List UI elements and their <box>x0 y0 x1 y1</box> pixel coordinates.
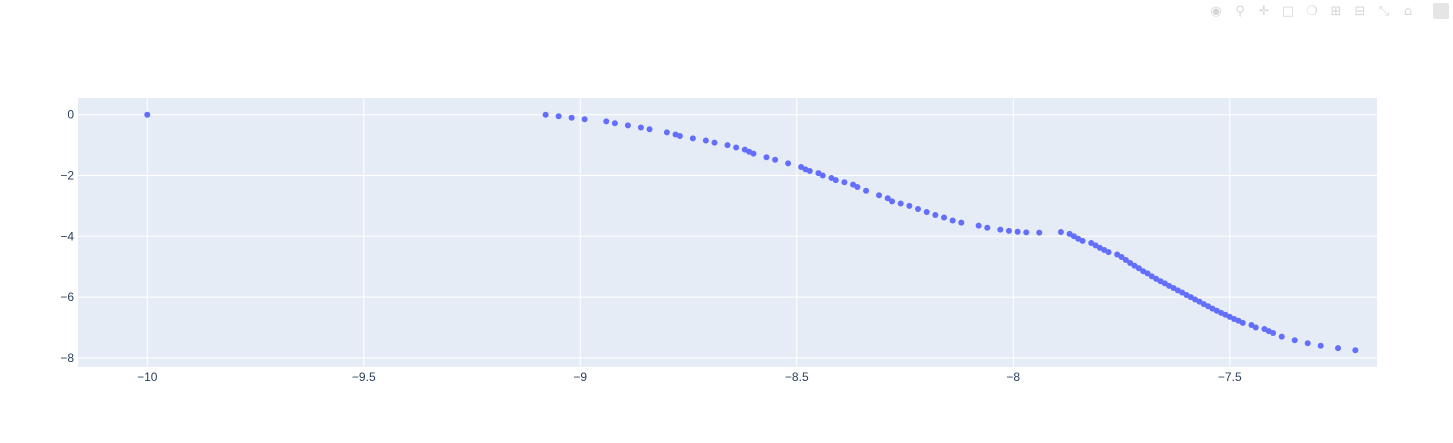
data-point[interactable] <box>568 114 575 121</box>
box-select-icon[interactable]: □ <box>1281 3 1295 19</box>
pan-icon[interactable]: ✛ <box>1258 3 1270 19</box>
data-point[interactable] <box>1270 329 1277 336</box>
data-point[interactable] <box>1005 227 1012 234</box>
data-point[interactable] <box>1304 340 1311 347</box>
x-tick-label: −7.5 <box>1218 370 1242 384</box>
data-point[interactable] <box>932 212 939 219</box>
data-point[interactable] <box>975 222 982 229</box>
camera-icon[interactable]: ◉ <box>1210 3 1222 19</box>
zoom-in-icon[interactable]: ⊞ <box>1330 3 1342 19</box>
grid-lines <box>78 98 1377 367</box>
x-tick-label: −9.5 <box>352 370 376 384</box>
data-point[interactable] <box>889 198 896 205</box>
data-point[interactable] <box>555 113 562 120</box>
data-point[interactable] <box>542 111 549 118</box>
data-point[interactable] <box>997 226 1004 233</box>
data-point[interactable] <box>624 122 631 129</box>
data-point[interactable] <box>897 200 904 207</box>
data-point[interactable] <box>958 219 965 226</box>
data-point[interactable] <box>1023 229 1030 236</box>
modebar: ◉ ⚲ ✛ □ ❍ ⊞ ⊟ ⤡ ⌂ <box>1207 2 1449 20</box>
x-tick-label: −8.5 <box>785 370 809 384</box>
zoom-icon[interactable]: ⚲ <box>1235 3 1245 19</box>
data-point[interactable] <box>646 126 653 133</box>
y-tick-label: −2 <box>60 169 74 183</box>
reset-axes-icon[interactable]: ⌂ <box>1403 3 1413 19</box>
data-point[interactable] <box>819 172 826 179</box>
data-point[interactable] <box>676 132 683 139</box>
data-point[interactable] <box>832 177 839 184</box>
data-point[interactable] <box>1036 229 1043 236</box>
data-points <box>144 111 1359 354</box>
data-point[interactable] <box>1014 228 1021 235</box>
y-tick-label: −4 <box>60 229 74 243</box>
data-point[interactable] <box>941 214 947 221</box>
data-point[interactable] <box>144 111 151 118</box>
y-tick-label: −6 <box>60 290 74 304</box>
x-tick-label: −9 <box>573 370 587 384</box>
data-point[interactable] <box>702 137 709 144</box>
data-point[interactable] <box>915 205 922 212</box>
data-point[interactable] <box>923 208 930 215</box>
data-point[interactable] <box>785 160 792 167</box>
data-point[interactable] <box>1118 253 1125 260</box>
y-tick-label: 0 <box>67 108 74 122</box>
plot-area[interactable] <box>78 98 1377 367</box>
data-point[interactable] <box>949 217 956 224</box>
data-point[interactable] <box>876 192 883 199</box>
data-point[interactable] <box>1057 229 1064 236</box>
lasso-icon[interactable]: ❍ <box>1306 3 1318 19</box>
data-point[interactable] <box>1335 345 1342 352</box>
data-point[interactable] <box>750 150 757 157</box>
data-point[interactable] <box>603 118 610 125</box>
y-tick-label: −8 <box>60 351 74 365</box>
data-point[interactable] <box>1135 265 1142 272</box>
autoscale-icon[interactable]: ⤡ <box>1378 3 1390 19</box>
data-point[interactable] <box>733 144 740 151</box>
data-point[interactable] <box>581 116 588 123</box>
data-point[interactable] <box>663 129 670 136</box>
data-point[interactable] <box>854 184 861 191</box>
data-point[interactable] <box>1252 324 1259 331</box>
data-point[interactable] <box>689 135 696 142</box>
zoom-out-icon[interactable]: ⊟ <box>1354 3 1366 19</box>
data-point[interactable] <box>1291 337 1298 344</box>
data-point[interactable] <box>1317 342 1324 349</box>
x-axis-tick-labels: −10 −9.5 −9 −8.5 −8 −7.5 <box>137 370 1242 384</box>
data-point[interactable] <box>1144 270 1151 277</box>
data-point[interactable] <box>772 156 779 163</box>
plotly-logo-icon[interactable] <box>1433 3 1449 19</box>
data-point[interactable] <box>1105 249 1112 256</box>
data-point[interactable] <box>1122 257 1129 264</box>
data-point[interactable] <box>1352 347 1359 354</box>
data-point[interactable] <box>884 195 891 202</box>
data-point[interactable] <box>611 120 618 127</box>
data-point[interactable] <box>906 202 913 209</box>
data-point[interactable] <box>984 224 991 231</box>
y-axis-tick-labels: 0 −2 −4 −6 −8 <box>60 108 74 365</box>
x-tick-label: −10 <box>137 370 158 384</box>
data-point[interactable] <box>1079 237 1086 244</box>
data-point[interactable] <box>863 187 870 194</box>
data-point[interactable] <box>1278 333 1285 340</box>
data-point[interactable] <box>841 179 848 186</box>
data-point[interactable] <box>763 154 770 161</box>
data-point[interactable] <box>806 167 813 174</box>
x-tick-label: −8 <box>1006 370 1020 384</box>
data-point[interactable] <box>724 142 731 149</box>
data-point[interactable] <box>637 124 644 131</box>
data-point[interactable] <box>1239 319 1246 326</box>
data-point[interactable] <box>711 139 718 146</box>
data-point[interactable] <box>1127 260 1134 267</box>
